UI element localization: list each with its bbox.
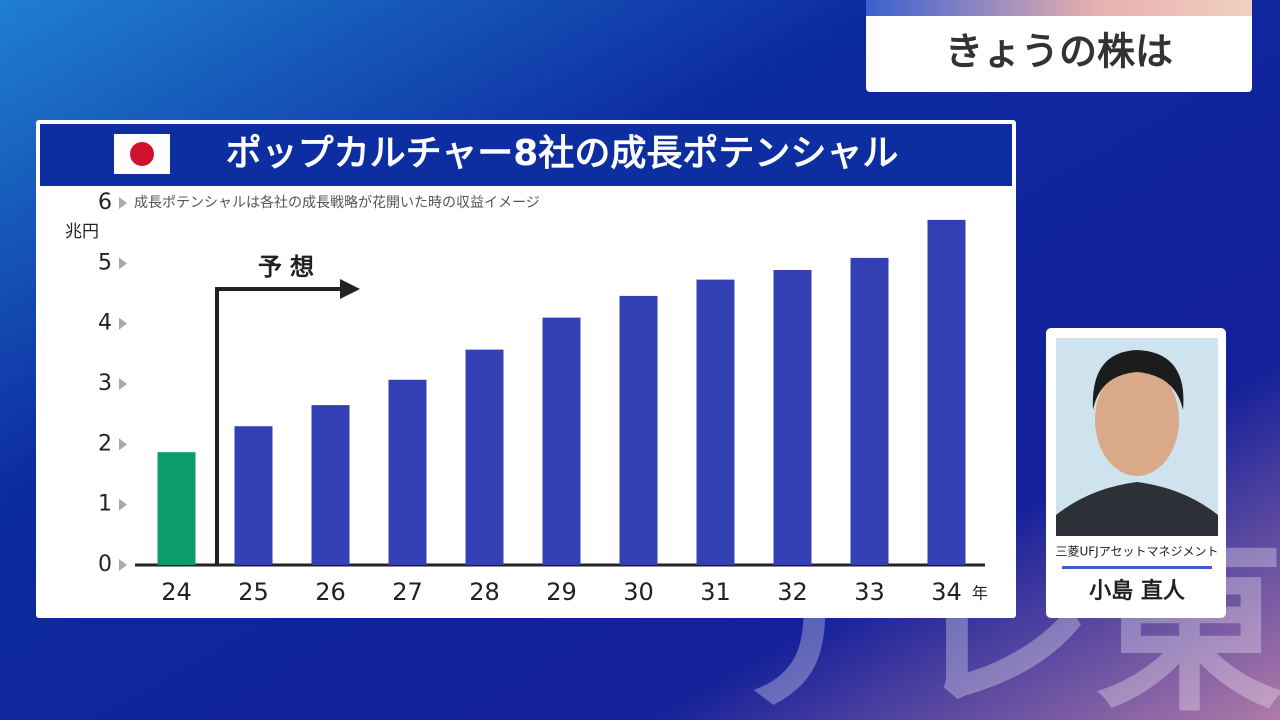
y-tick-label: 5	[98, 250, 112, 275]
y-tick-label: 4	[98, 311, 112, 336]
y-tick-mark	[119, 559, 127, 571]
guest-face	[1095, 364, 1179, 476]
y-tick-mark	[119, 438, 127, 451]
bar	[927, 219, 966, 566]
y-tick-mark	[119, 378, 127, 390]
y-tick-mark	[119, 317, 127, 330]
bar	[465, 349, 504, 565]
x-axis-label: 年	[972, 584, 988, 603]
flag-disc	[130, 142, 154, 166]
x-tick-label: 33	[854, 578, 885, 606]
bar	[619, 295, 658, 565]
y-tick-mark	[119, 498, 127, 511]
guest-divider	[1062, 566, 1212, 569]
y-tick-label: 0	[98, 552, 112, 577]
guest-name: 小島 直人	[1089, 578, 1185, 604]
header-strip	[866, 0, 1252, 16]
bar	[696, 279, 735, 565]
y-axis-label: 兆円	[65, 222, 99, 242]
bar	[234, 426, 273, 565]
x-tick-label: 24	[161, 578, 192, 606]
x-tick-label: 31	[700, 578, 731, 606]
x-tick-label: 34	[931, 578, 962, 606]
y-tick-mark	[119, 197, 127, 209]
header-title: きょうの株は	[945, 30, 1173, 74]
bar	[311, 405, 350, 565]
guest-hair	[1092, 350, 1184, 410]
y-tick-label: 1	[98, 492, 112, 517]
bar	[850, 257, 889, 565]
bar	[157, 452, 196, 565]
y-tick-mark	[119, 257, 127, 270]
x-tick-label: 32	[777, 578, 808, 606]
x-tick-label: 28	[469, 578, 500, 606]
bar	[773, 269, 812, 565]
header-box	[866, 0, 1252, 92]
chart-panel	[36, 120, 1016, 618]
bar	[542, 317, 581, 565]
chart-subtitle: 成長ポテンシャルは各社の成長戦略が花開いた時の収益イメージ	[134, 195, 540, 211]
x-tick-label: 25	[238, 578, 269, 606]
x-tick-label: 30	[623, 578, 654, 606]
y-tick-label: 6	[98, 190, 112, 215]
forecast-arrowhead	[340, 279, 360, 299]
x-tick-label: 27	[392, 578, 423, 606]
guest-company: 三菱UFJアセットマネジメント	[1056, 545, 1219, 559]
forecast-label: 予想	[258, 253, 322, 281]
bar	[388, 379, 427, 565]
title-bar	[40, 124, 1012, 186]
x-tick-label: 26	[315, 578, 346, 606]
forecast-arrow	[215, 287, 345, 565]
guest-suit	[1056, 482, 1218, 536]
chart-title: ポップカルチャー8社の成長ポテンシャル	[226, 132, 899, 174]
y-tick-label: 3	[98, 371, 112, 396]
y-tick-label: 2	[98, 431, 112, 456]
x-tick-label: 29	[546, 578, 577, 606]
